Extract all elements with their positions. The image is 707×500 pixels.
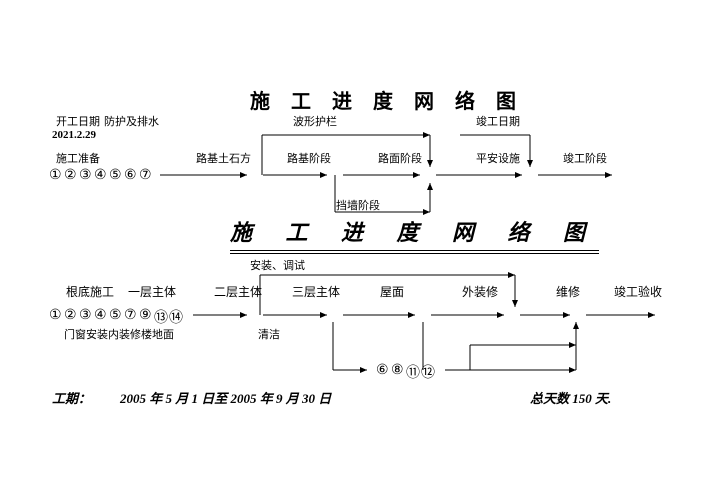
node: ③ — [79, 307, 92, 324]
lbl-floor2: 二层主体 — [214, 283, 262, 300]
node: ⑪ — [406, 362, 420, 382]
lbl-total-days: 总天数 150 天. — [530, 388, 611, 407]
title-2: 施 工 进 度 网 络 图 — [230, 215, 599, 254]
lbl-duration: 工期： — [52, 388, 91, 407]
node: ② — [64, 307, 77, 324]
lbl-exterior: 外装修 — [462, 283, 498, 300]
lbl-retaining-wall: 挡墙阶段 — [336, 197, 380, 213]
node: ⑥ — [376, 362, 389, 379]
node: ⑤ — [109, 307, 122, 324]
node: ⑬ — [154, 307, 168, 327]
lbl-clean: 清洁 — [258, 326, 280, 342]
lbl-accept: 竣工验收 — [614, 283, 662, 300]
node: ⑦ — [124, 307, 137, 324]
lbl-foundation: 根底施工 — [66, 283, 114, 300]
lbl-floor3: 三层主体 — [292, 283, 340, 300]
node: ⑭ — [169, 307, 183, 327]
lbl-floor1: 一层主体 — [128, 283, 176, 300]
lbl-duration-value: 2005 年 5 月 1 日至 2005 年 9 月 30 日 — [120, 388, 331, 407]
lbl-roof: 屋面 — [380, 283, 404, 300]
lbl-repair: 维修 — [556, 283, 580, 300]
node: ④ — [94, 307, 107, 324]
node: ⑨ — [139, 307, 152, 324]
lbl-install-test: 安装、调试 — [250, 257, 305, 273]
node: ① — [49, 307, 62, 324]
node: ⑧ — [391, 362, 404, 379]
node: ⑫ — [421, 362, 435, 382]
lbl-windows-floor: 门窗安装内装修楼地面 — [64, 326, 174, 342]
